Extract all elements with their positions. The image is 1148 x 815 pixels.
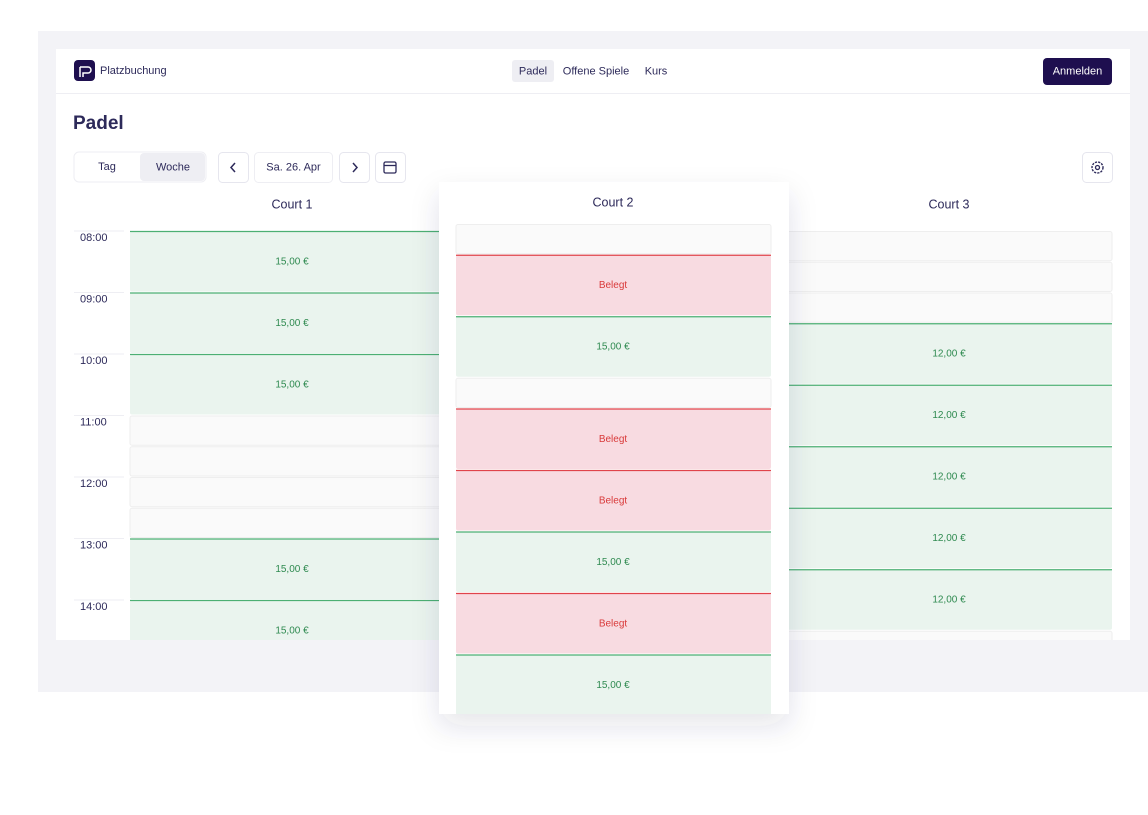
slot	[129, 477, 471, 508]
prev-button[interactable]	[218, 152, 249, 183]
time-label: 12:00	[80, 478, 108, 490]
slot-label[interactable]: Belegt	[599, 618, 628, 629]
slot-label[interactable]: 15,00 €	[275, 379, 309, 390]
court-name: Court 1	[272, 197, 313, 211]
calendar-button[interactable]	[375, 152, 406, 183]
slot-label[interactable]: 12,00 €	[932, 533, 966, 544]
date-box[interactable]	[254, 152, 333, 183]
slot	[455, 224, 772, 255]
slot	[770, 446, 1112, 507]
slot	[769, 261, 1113, 292]
time-label: 13:00	[80, 539, 108, 551]
slot	[769, 630, 1113, 640]
slot	[130, 600, 470, 640]
slot	[456, 470, 771, 531]
view-tab[interactable]: Woche	[156, 161, 190, 173]
slot-label[interactable]: 15,00 €	[596, 342, 630, 353]
slot	[770, 323, 1112, 384]
slot-label[interactable]: 15,00 €	[275, 318, 309, 329]
login-label[interactable]: Anmelden	[1053, 65, 1103, 77]
slot-label[interactable]: Belegt	[599, 280, 628, 291]
slot	[456, 255, 771, 316]
court-name: Court 3	[929, 197, 970, 211]
court-name: Court 2	[593, 195, 634, 209]
time-label: 14:00	[80, 601, 108, 613]
slot-label[interactable]: 12,00 €	[932, 472, 966, 483]
view-tab[interactable]: Tag	[98, 161, 116, 173]
next-button[interactable]	[339, 152, 370, 183]
slot-label[interactable]: 12,00 €	[932, 595, 966, 606]
time-label: 08:00	[80, 232, 108, 244]
slot	[455, 377, 772, 408]
view-active-bg	[140, 153, 205, 181]
slot-label[interactable]: 12,00 €	[932, 349, 966, 360]
slot	[770, 385, 1112, 446]
slot	[770, 508, 1112, 569]
slot	[129, 446, 471, 477]
schedule: 08:00 09:00 10:00 11:00 12:00 13:00 14:00 Court…	[74, 197, 1113, 640]
slot-label[interactable]: 15,00 €	[596, 680, 630, 691]
time-label: 10:00	[80, 355, 108, 367]
nav-tab[interactable]: Offene Spiele	[563, 65, 629, 77]
slot	[456, 409, 771, 469]
slot-label[interactable]: 15,00 €	[275, 564, 309, 575]
slot	[130, 231, 470, 292]
slot	[129, 415, 471, 446]
logo	[74, 60, 95, 81]
slot-label[interactable]: 12,00 €	[932, 410, 966, 421]
settings-button[interactable]	[1082, 152, 1113, 183]
slot-label[interactable]: 15,00 €	[275, 625, 309, 636]
slot	[456, 655, 771, 714]
slot-label[interactable]: 15,00 €	[596, 557, 630, 568]
nav-active-bg	[512, 60, 554, 82]
slot	[770, 569, 1112, 630]
slot-label[interactable]: Belegt	[599, 495, 628, 506]
login-button[interactable]	[1043, 58, 1112, 85]
nav-tab[interactable]: Kurs	[645, 65, 668, 77]
slot-label[interactable]: Belegt	[599, 434, 628, 445]
nav-tab[interactable]: Padel	[519, 65, 547, 77]
slot	[769, 292, 1113, 323]
slot	[456, 532, 771, 592]
time-label: 09:00	[80, 293, 108, 305]
time-label: 11:00	[80, 416, 107, 428]
slot	[456, 593, 771, 654]
slot	[130, 354, 470, 415]
slot	[130, 293, 470, 353]
slot	[769, 231, 1113, 262]
brand: Platzbuchung	[100, 65, 167, 77]
page-title: Padel	[73, 113, 124, 134]
slot	[129, 507, 471, 538]
slot	[130, 539, 470, 599]
date: Sa. 26. Apr	[266, 161, 321, 173]
slot-label[interactable]: 15,00 €	[275, 256, 309, 267]
slot	[456, 316, 771, 377]
court-2-schedule: Court 2 Belegt 15,00 € Belegt Belegt 15,00 € B…	[455, 195, 772, 714]
